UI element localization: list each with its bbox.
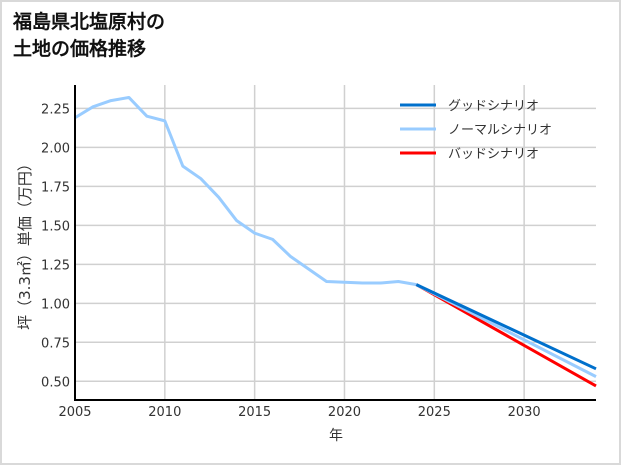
x-tick-label: 2015 — [238, 405, 271, 420]
x-tick-label: 2010 — [148, 405, 181, 420]
x-tick-label: 2030 — [508, 405, 541, 420]
y-tick-label: 2.00 — [41, 141, 70, 156]
y-tick-label: 1.50 — [41, 219, 70, 234]
y-tick-label: 2.25 — [41, 102, 70, 117]
y-axis-label: 坪（3.3㎡）単価（万円） — [16, 156, 34, 330]
chart-title-line-2: 土地の価格推移 — [13, 38, 147, 60]
y-tick-label: 1.25 — [41, 258, 70, 273]
x-tick-label: 2005 — [58, 405, 91, 420]
x-tick-label: 2025 — [418, 405, 451, 420]
x-tick-label: 2020 — [328, 405, 361, 420]
history-line — [74, 95, 417, 287]
chart-title-line-1: 福島県北塩原村の — [13, 11, 166, 33]
x-axis-label: 年 — [329, 428, 343, 444]
series-line-0 — [415, 283, 597, 371]
y-tick-label: 0.50 — [41, 375, 70, 390]
y-tick-label: 1.75 — [41, 180, 70, 195]
y-tick-label: 0.75 — [41, 336, 70, 351]
y-tick-label: 1.00 — [41, 297, 70, 312]
legend-label: グッドシナリオ — [448, 99, 539, 114]
chart-title: 福島県北塩原村の 土地の価格推移 — [13, 9, 165, 63]
legend-label: バッドシナリオ — [448, 147, 539, 162]
legend-label: ノーマルシナリオ — [448, 123, 552, 138]
